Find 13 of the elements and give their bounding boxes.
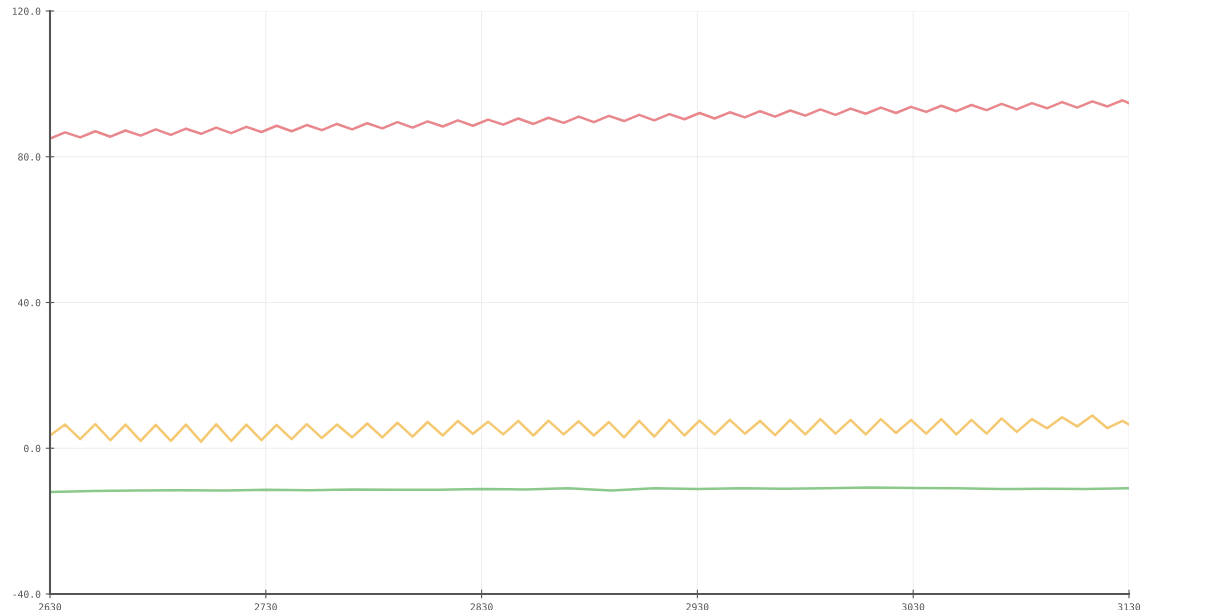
y-tick-label: -40.0 [13, 590, 41, 598]
y-tick-label: 0.0 [24, 444, 41, 453]
y-tick-label: 40.0 [18, 299, 41, 307]
x-tick-label: 3130 [1117, 603, 1141, 610]
x-tick-label: 2630 [39, 603, 62, 610]
x-tick-label: 2730 [254, 603, 277, 610]
x-tick-label: 2930 [686, 603, 709, 610]
line-series [50, 414, 1129, 443]
x-tick-label: 3030 [902, 603, 925, 610]
y-tick-label: 120.0 [12, 7, 41, 15]
y-tick-label: 80.0 [18, 153, 41, 161]
line-series [50, 99, 1129, 140]
x-tick-label: 2830 [470, 603, 493, 610]
